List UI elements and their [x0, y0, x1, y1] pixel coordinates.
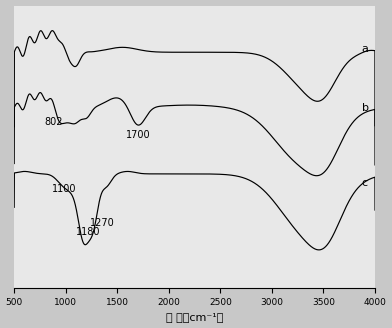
Text: 1270: 1270: [90, 217, 115, 228]
Text: b: b: [361, 103, 368, 113]
Text: 802: 802: [44, 117, 63, 127]
X-axis label: 波 长（cm⁻¹）: 波 长（cm⁻¹）: [166, 313, 223, 322]
Text: 1100: 1100: [52, 184, 77, 194]
Text: 1700: 1700: [125, 130, 150, 140]
Text: a: a: [361, 44, 368, 54]
Text: 1180: 1180: [76, 227, 100, 237]
Text: c: c: [361, 178, 368, 188]
